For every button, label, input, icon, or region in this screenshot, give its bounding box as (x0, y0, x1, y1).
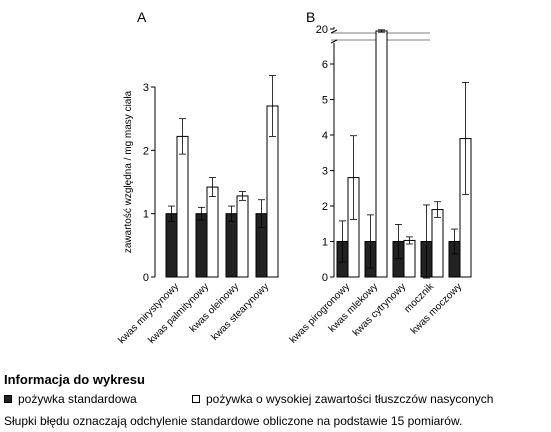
y-tick-label: 20 (316, 24, 328, 36)
legend-label-high-fat: pożywka o wysokiej zawartości tłuszczów … (206, 392, 494, 406)
y-tick-label: 2 (143, 145, 149, 157)
chart-area: A 0 1 2 3 zawartość względna / mg masy ciała k… (116, 9, 472, 346)
bar (225, 213, 238, 278)
legend-swatch-standard (4, 395, 12, 403)
y-tick-label: 0 (322, 272, 328, 284)
bar (195, 213, 208, 278)
bar (176, 135, 189, 278)
x-tick-label: kwas mlekowy (327, 281, 380, 334)
x-tick-label: kwas stearynowy (210, 281, 272, 343)
y-axis-label: zawartość względna / mg masy ciała (123, 90, 134, 253)
legend-item-standard: pożywka standardowa (4, 392, 137, 406)
y-tick-label: 2 (322, 201, 328, 213)
bar (403, 239, 416, 278)
x-tick-label: kwas moczowy (409, 281, 464, 336)
y-tick-label: 0 (143, 272, 149, 284)
chart-legend: Informacja do wykresu pożywka standardow… (4, 372, 549, 428)
panel-label-a: A (137, 9, 147, 25)
y-tick-label: 1 (322, 237, 328, 249)
error-bar-note: Słupki błędu oznaczają odchylenie standa… (4, 414, 463, 428)
y-tick-label: 4 (322, 130, 328, 142)
legend-swatch-high-fat (192, 395, 200, 403)
y-tick-label: 5 (322, 95, 328, 107)
y-tick-label: 1 (143, 209, 149, 221)
bar (431, 209, 444, 278)
legend-title: Informacja do wykresu (4, 372, 145, 387)
x-tick-label: kwas cytrynowy (351, 281, 408, 338)
legend-row: pożywka standardowa pożywka o wysokiej z… (4, 392, 549, 410)
y-tick-label: 6 (322, 59, 328, 71)
y-tick-label: 3 (143, 82, 149, 94)
bar (375, 30, 388, 278)
legend-label-standard: pożywka standardowa (18, 392, 137, 406)
bar (236, 195, 249, 278)
axis-break-mark (330, 39, 338, 44)
y-tick-label: 3 (322, 166, 328, 178)
bar (165, 213, 178, 278)
bar (206, 186, 219, 278)
legend-item-high-fat: pożywka o wysokiej zawartości tłuszczów … (192, 392, 493, 406)
axis-break-mark (330, 29, 338, 34)
panel-label-b: B (306, 9, 315, 25)
